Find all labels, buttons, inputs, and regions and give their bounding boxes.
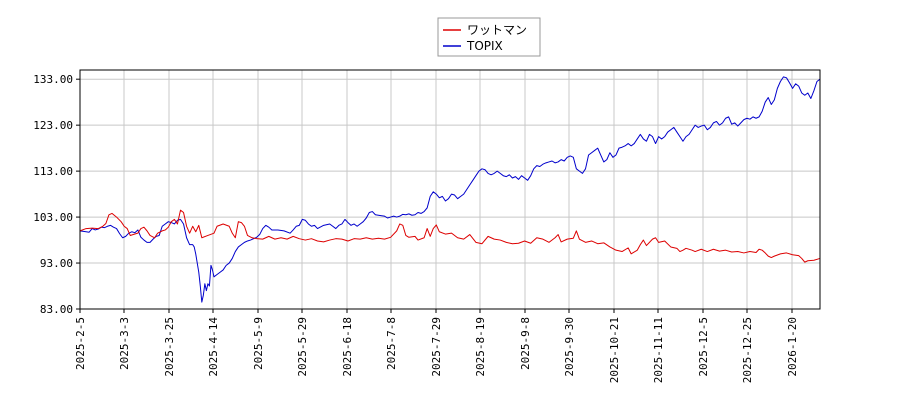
plot-frame	[79, 69, 821, 310]
series-line-watman	[79, 209, 821, 263]
legend-box	[437, 17, 541, 57]
y-tick-label: 123.00	[33, 119, 73, 132]
legend-label-topix: TOPIX	[466, 39, 503, 53]
legend: ワットマン TOPIX	[437, 17, 541, 57]
x-tick-label: 2025-9-30	[563, 317, 576, 377]
x-tick-label: 2025-5-9	[252, 317, 265, 370]
y-tick-label: 113.00	[33, 165, 73, 178]
x-tick-label: 2025-5-29	[296, 317, 309, 377]
x-tick-label: 2025-10-21	[608, 317, 621, 383]
y-tick-label: 93.00	[40, 257, 73, 270]
series-layer	[79, 76, 821, 303]
x-tick-label: 2025-2-5	[74, 317, 87, 370]
x-tick-label: 2025-3-3	[118, 317, 131, 370]
x-axis: 2025-2-5 2025-3-3 2025-3-25 2025-4-14 2025-5…	[74, 309, 799, 383]
legend-label-watman: ワットマン	[467, 23, 527, 37]
series-line-topix	[79, 76, 821, 303]
x-tick-label: 2025-4-14	[207, 317, 220, 377]
x-tick-label: 2025-6-18	[341, 317, 354, 377]
x-tick-label: 2025-7-8	[385, 317, 398, 370]
y-tick-label: 83.00	[40, 303, 73, 316]
y-tick-label: 133.00	[33, 73, 73, 86]
plot-background	[80, 70, 820, 309]
x-tick-label: 2025-12-5	[697, 317, 710, 377]
y-tick-label: 103.00	[33, 211, 73, 224]
x-tick-label: 2026-1-20	[786, 317, 799, 377]
x-tick-label: 2025-8-19	[474, 317, 487, 377]
x-tick-label: 2025-11-11	[652, 317, 665, 383]
x-tick-label: 2025-9-8	[519, 317, 532, 370]
x-tick-label: 2025-12-25	[741, 317, 754, 383]
x-tick-label: 2025-7-29	[430, 317, 443, 377]
x-tick-label: 2025-3-25	[163, 317, 176, 377]
grid-lines	[79, 70, 820, 310]
y-axis: 83.00 93.00 103.00 113.00 123.00 133.00	[33, 73, 80, 316]
